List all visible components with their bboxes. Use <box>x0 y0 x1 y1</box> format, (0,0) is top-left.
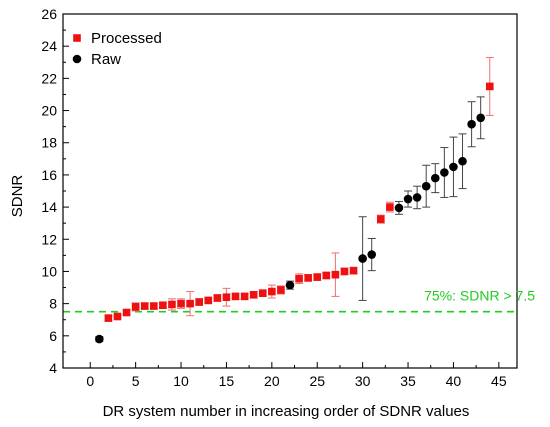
x-tick-label-40: 40 <box>446 373 462 389</box>
processed-point-15 <box>222 293 231 301</box>
x-tick-label-10: 10 <box>173 373 189 389</box>
processed-point-24 <box>304 274 312 282</box>
processed-point-16 <box>231 292 240 301</box>
legend-label-raw: Raw <box>91 51 121 68</box>
y-tick-label-26: 26 <box>41 6 57 22</box>
x-tick-label-35: 35 <box>400 373 416 389</box>
threshold-label: 75%: SDNR > 7.5 <box>424 288 535 304</box>
y-tick-label-8: 8 <box>49 296 57 312</box>
raw-point-36 <box>412 193 422 202</box>
raw-point-39 <box>440 168 449 177</box>
processed-point-18 <box>249 290 258 299</box>
y-tick-label-16: 16 <box>41 167 57 183</box>
processed-point-44 <box>485 82 494 91</box>
processed-point-5 <box>131 303 140 311</box>
legend: Processed Raw <box>72 30 162 68</box>
processed-point-10 <box>177 299 185 308</box>
axes-group: 0 5 10 15 20 25 30 35 40 45 4 6 8 10 12 14 16 18 20 22 24 26 <box>41 6 518 389</box>
x-tick-label-0: 0 <box>86 373 94 389</box>
y-axis-title: SDNR <box>9 175 26 218</box>
processed-point-23 <box>295 274 303 283</box>
legend-label-processed: Processed <box>91 30 162 47</box>
raw-point-30 <box>358 254 367 263</box>
processed-point-7 <box>150 302 158 310</box>
processed-point-26 <box>322 271 331 280</box>
processed-point-20 <box>268 287 276 296</box>
y-tick-label-6: 6 <box>49 328 57 344</box>
raw-point-43 <box>476 113 485 123</box>
raw-point-22 <box>285 280 295 290</box>
processed-point-25 <box>313 273 322 281</box>
processed-point-8 <box>159 301 167 310</box>
raw-point-35 <box>403 194 413 204</box>
raw-point-41 <box>458 156 467 166</box>
x-tick-label-20: 20 <box>264 373 280 389</box>
processed-point-12 <box>195 298 203 306</box>
processed-point-32 <box>377 215 385 223</box>
processed-point-13 <box>204 296 213 305</box>
raw-point-34 <box>394 203 404 213</box>
processed-point-11 <box>186 299 194 308</box>
x-tick-label-25: 25 <box>309 373 325 389</box>
y-tick-label-20: 20 <box>41 103 57 119</box>
raw-point-1 <box>95 334 104 344</box>
x-axis-title: DR system number in increasing order of … <box>103 403 470 420</box>
processed-point-19 <box>258 289 267 297</box>
x-tick-label-5: 5 <box>132 373 140 389</box>
x-tick-label-30: 30 <box>355 373 371 389</box>
processed-point-17 <box>240 292 249 301</box>
processed-point-4 <box>122 308 131 317</box>
x-tick-label-45: 45 <box>491 373 507 389</box>
y-tick-label-4: 4 <box>49 360 57 376</box>
processed-point-27 <box>331 270 340 279</box>
processed-point-29 <box>349 266 358 275</box>
y-tick-label-14: 14 <box>41 199 57 215</box>
processed-point-14 <box>213 294 222 302</box>
y-tick-label-12: 12 <box>41 231 57 247</box>
y-tick-label-10: 10 <box>41 263 57 279</box>
data-points-group <box>95 82 494 344</box>
processed-point-6 <box>140 302 149 310</box>
y-tick-label-22: 22 <box>41 70 57 86</box>
raw-point-38 <box>430 173 440 183</box>
y-tick-label-24: 24 <box>41 38 57 54</box>
processed-point-9 <box>168 300 176 309</box>
processed-point-2 <box>104 314 113 322</box>
x-tick-label-15: 15 <box>219 373 235 389</box>
y-tick-label-18: 18 <box>41 135 57 151</box>
raw-point-42 <box>467 119 476 129</box>
processed-point-3 <box>113 312 122 321</box>
raw-point-31 <box>367 250 377 259</box>
processed-point-33 <box>386 203 394 211</box>
raw-point-37 <box>421 181 431 191</box>
legend-marker-processed <box>73 34 81 42</box>
legend-marker-raw <box>72 54 82 64</box>
processed-point-28 <box>340 267 349 276</box>
raw-point-40 <box>449 162 458 172</box>
processed-point-21 <box>277 286 285 294</box>
